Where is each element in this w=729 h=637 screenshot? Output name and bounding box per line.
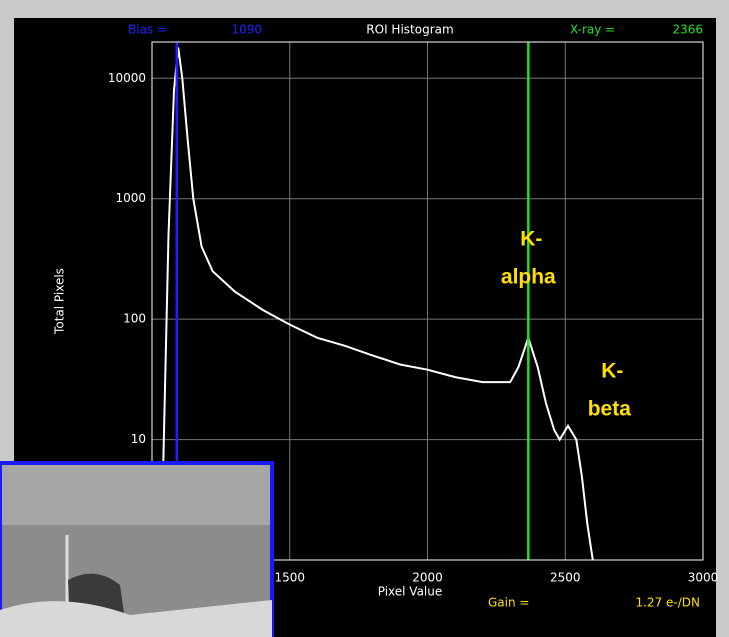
- annotation: K-: [601, 360, 623, 383]
- x-axis-label: Pixel Value: [378, 585, 443, 599]
- x-tick-label: 2000: [412, 571, 443, 585]
- x-tick-label: 3000: [688, 571, 719, 585]
- inset-photo: [0, 461, 274, 637]
- annotation: alpha: [501, 266, 556, 289]
- y-tick-label: 10: [131, 432, 146, 446]
- marker-label: Bias =: [128, 23, 167, 37]
- y-tick-label: 1000: [115, 191, 146, 205]
- marker-value: 2366: [672, 23, 703, 37]
- x-tick-label: 2500: [550, 571, 581, 585]
- chart-title: ROI Histogram: [366, 23, 453, 37]
- marker-label: X-ray =: [570, 23, 615, 37]
- annotation: K-: [520, 228, 542, 251]
- histogram-line: [156, 47, 594, 561]
- y-axis-label: Total Pixels: [53, 268, 67, 335]
- inset-sky: [2, 465, 270, 525]
- gain-value: 1.27 e-/DN: [635, 596, 700, 610]
- y-tick-label: 100: [123, 312, 146, 326]
- x-tick-label: 1500: [274, 571, 305, 585]
- plot-frame: [151, 41, 704, 561]
- annotation: beta: [588, 398, 632, 421]
- gain-label: Gain =: [488, 596, 529, 610]
- inset-ground: [0, 600, 272, 637]
- y-tick-label: 10000: [108, 71, 146, 85]
- marker-value: 1090: [231, 23, 262, 37]
